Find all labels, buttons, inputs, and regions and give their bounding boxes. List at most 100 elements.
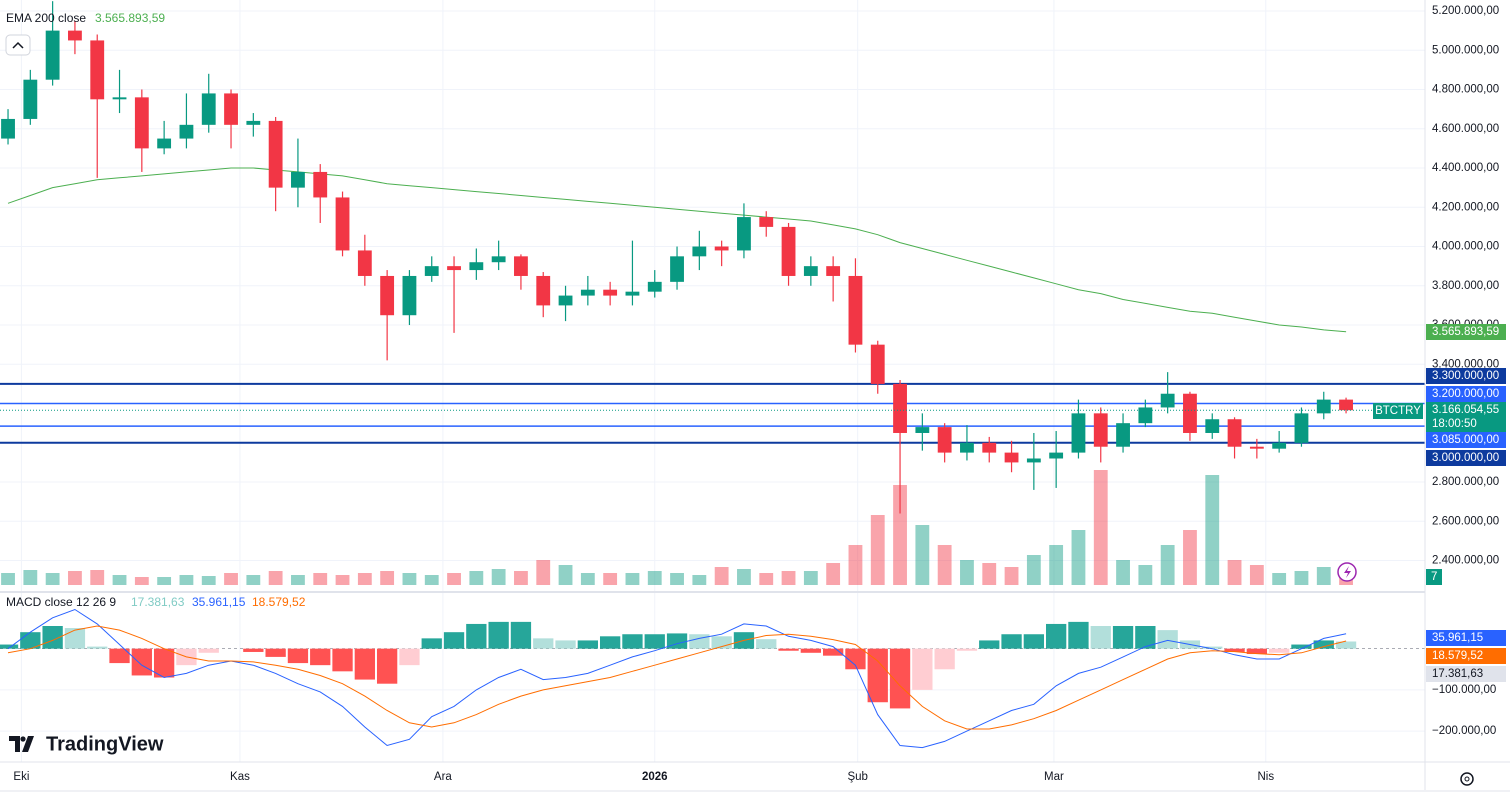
- price-box-label: 3.565.893,59: [1432, 326, 1499, 338]
- macd-histogram: [1001, 634, 1022, 649]
- volume-bar: [826, 563, 841, 585]
- volume-bar: [536, 560, 551, 585]
- candle-body: [781, 226, 796, 276]
- candle-body: [826, 266, 841, 276]
- logo: TradingView: [9, 733, 164, 755]
- volume-bar: [291, 575, 305, 585]
- candle-body: [45, 30, 60, 80]
- candle-body: [335, 197, 350, 251]
- volume-label: 7: [1431, 571, 1437, 583]
- volume-bar: [1093, 470, 1108, 585]
- candle-body: [1049, 452, 1064, 459]
- volume-bar: [268, 571, 283, 585]
- candle-body: [68, 30, 82, 41]
- macd-histogram: [421, 638, 442, 649]
- price-box-label: 17.381,63: [1432, 668, 1483, 680]
- volume-bar: [670, 573, 684, 585]
- macd-histogram: [756, 639, 777, 649]
- volume-bar: [45, 573, 60, 585]
- countdown-label: 18:00:50: [1432, 418, 1477, 430]
- volume-bar: [1160, 545, 1175, 585]
- candle-body: [157, 138, 172, 149]
- macd-histogram: [1291, 644, 1312, 649]
- candle-body: [960, 442, 974, 453]
- macd-histogram: [265, 648, 286, 657]
- volume-bar: [469, 571, 484, 585]
- macd-histogram: [1202, 646, 1223, 649]
- volume-bar: [893, 485, 907, 585]
- ema-legend-name: EMA 200 close: [6, 11, 86, 25]
- x-tick-label: Kas: [230, 771, 250, 783]
- volume-bar: [246, 575, 261, 585]
- volume-bar: [1026, 555, 1041, 585]
- price-box: [1426, 386, 1506, 402]
- volume-bar: [179, 575, 194, 585]
- macd-histogram: [644, 634, 665, 649]
- candle-body: [803, 266, 818, 276]
- candle-body: [1, 118, 15, 139]
- candle-body: [112, 97, 127, 100]
- x-tick-label: Eki: [13, 771, 29, 783]
- macd-histogram: [399, 648, 420, 666]
- collapse-button[interactable]: [5, 34, 31, 56]
- y-tick-label: 4.800.000,00: [1432, 84, 1499, 96]
- macd-histogram: [376, 648, 398, 684]
- macd-histogram: [0, 644, 19, 649]
- macd-histogram: [889, 648, 911, 709]
- candle-body: [1093, 413, 1108, 447]
- candle-body: [1205, 419, 1220, 433]
- ema-line: [7, 167, 1347, 333]
- candle-body: [447, 266, 461, 271]
- y-tick-label: −200.000,00: [1432, 725, 1496, 737]
- candle-body: [1227, 419, 1242, 447]
- macd-histogram: [622, 634, 643, 649]
- candle-body: [402, 275, 417, 316]
- candle-body: [469, 262, 484, 271]
- candle-body: [380, 275, 395, 316]
- candle-body: [179, 124, 194, 139]
- y-tick-label: 2.600.000,00: [1432, 515, 1499, 527]
- volume-bar: [692, 575, 707, 585]
- volume-bar: [1071, 530, 1086, 585]
- macd-histogram: [533, 638, 554, 649]
- candle-body: [937, 427, 952, 453]
- volume-bar: [558, 565, 573, 585]
- candle-body: [870, 344, 885, 384]
- volume-bar: [625, 573, 640, 585]
- candle-body: [670, 256, 684, 282]
- candle-body: [1004, 452, 1019, 463]
- volume-bar: [224, 573, 238, 585]
- volume-bar: [380, 571, 395, 585]
- volume-bar: [603, 573, 618, 585]
- candle-body: [23, 79, 38, 119]
- volume-bar: [1205, 475, 1220, 585]
- volume-bar: [1116, 560, 1130, 585]
- volume-bar: [781, 571, 796, 585]
- volume-bar: [1049, 545, 1064, 585]
- volume-bar: [714, 567, 729, 585]
- y-tick-label: 2.800.000,00: [1432, 476, 1499, 488]
- candle-body: [357, 250, 372, 276]
- volume-bar: [1138, 565, 1153, 585]
- macd-histogram: [845, 648, 866, 670]
- volume-bar: [157, 577, 172, 585]
- volume-box: [1426, 569, 1442, 585]
- settings-icon[interactable]: [1460, 772, 1474, 786]
- y-tick-label: 3.400.000,00: [1432, 358, 1499, 370]
- alert-glyph: [1344, 566, 1351, 578]
- signal-line: [7, 625, 1347, 730]
- symbol-box: [1373, 403, 1423, 419]
- candle-body: [1183, 393, 1197, 433]
- macd-histogram: [867, 648, 888, 703]
- macd-histogram: [1112, 626, 1134, 649]
- macd-histogram: [310, 648, 331, 666]
- y-tick-label: 2.400.000,00: [1432, 555, 1499, 567]
- x-tick-label: Mar: [1044, 771, 1064, 783]
- candle-body: [1339, 399, 1353, 411]
- candle-body: [1116, 423, 1130, 447]
- macd-legend-signal: 18.579,52: [252, 595, 306, 609]
- volume-bar: [848, 545, 863, 585]
- plot: [0, 1, 1425, 749]
- x-tick-label: 2026: [642, 771, 668, 783]
- candle-body: [1316, 399, 1331, 414]
